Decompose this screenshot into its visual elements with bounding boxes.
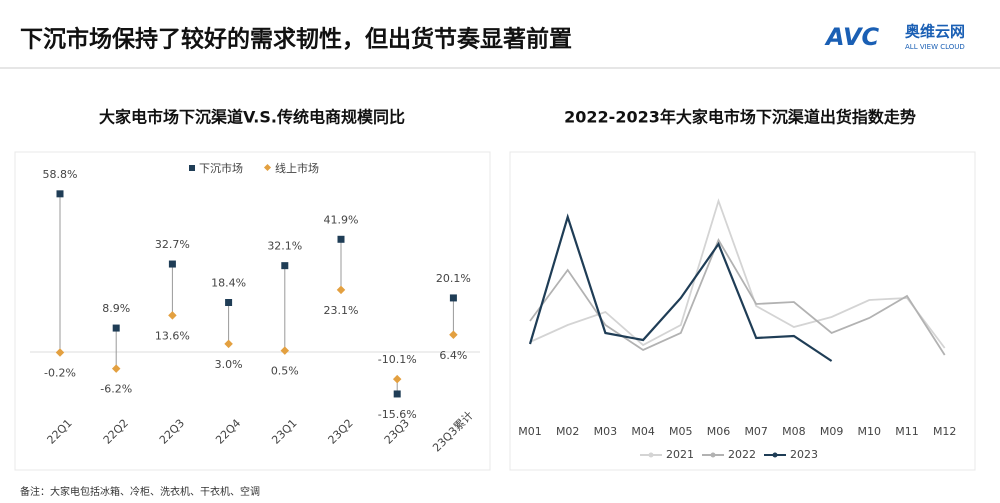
x-tick-label: 23Q1	[269, 417, 299, 447]
chart-title: 2022-2023年大家电市场下沉渠道出货指数走势	[564, 108, 916, 127]
dot	[392, 374, 402, 384]
dot	[336, 285, 346, 295]
x-tick-label: M04	[631, 425, 655, 438]
dot	[225, 299, 233, 307]
dot	[449, 294, 457, 302]
logo-name: 奥维云网	[905, 23, 965, 41]
dot	[55, 348, 65, 357]
legend-label: 2023	[790, 448, 818, 461]
x-tick-label: M06	[707, 425, 731, 438]
dot	[224, 339, 233, 349]
legend-label: 2021	[666, 448, 694, 461]
x-tick-label: M01	[518, 425, 542, 438]
data-label: 32.7%	[155, 238, 190, 251]
data-label: 18.4%	[211, 277, 246, 290]
dot	[168, 311, 177, 320]
x-tick-label: M12	[933, 425, 957, 438]
footnote: 备注：大家电包括冰箱、冷柜、洗衣机、干衣机、空调	[20, 485, 260, 498]
x-tick-label: 22Q4	[213, 417, 243, 447]
x-tick-label: 22Q3	[157, 417, 187, 447]
legend-swatch	[189, 165, 195, 171]
x-tick-label: 22Q1	[45, 417, 75, 447]
legend-swatch	[648, 452, 654, 458]
dot	[280, 346, 290, 355]
x-tick-label: 22Q2	[101, 417, 131, 447]
data-label: 13.6%	[155, 329, 190, 342]
dot	[393, 390, 401, 398]
chart-title: 大家电市场下沉渠道V.S.传统电商规模同比	[99, 108, 405, 127]
data-label: 58.8%	[43, 168, 78, 181]
legend-swatch	[710, 452, 716, 458]
data-label: 41.9%	[324, 213, 359, 226]
dot	[56, 190, 64, 198]
legend-swatch	[263, 163, 272, 172]
dot	[281, 262, 289, 270]
logo-tagline: ALL VIEW CLOUD	[905, 43, 965, 51]
dot	[168, 260, 176, 268]
legend-swatch	[772, 452, 778, 458]
x-tick-label: 23Q3	[382, 417, 412, 447]
data-label: 6.4%	[439, 349, 467, 362]
data-label: -6.2%	[100, 383, 132, 396]
x-tick-label: 23Q2	[326, 417, 356, 447]
x-tick-label: M03	[594, 425, 618, 438]
x-tick-label: M02	[556, 425, 580, 438]
x-tick-label: M07	[744, 425, 768, 438]
dot	[111, 364, 121, 373]
series-line	[528, 213, 833, 362]
legend-label: 2022	[728, 448, 756, 461]
data-label: 32.1%	[267, 240, 302, 253]
x-tick-label: M09	[820, 425, 844, 438]
data-label: 20.1%	[436, 272, 471, 285]
data-label: -10.1%	[378, 353, 417, 366]
data-label: 8.9%	[102, 302, 130, 315]
logo-mark: AVC	[824, 23, 880, 51]
x-tick-label: 23Q3累计	[430, 409, 476, 455]
dot	[112, 324, 120, 332]
slide-title: 下沉市场保持了较好的需求韧性，但出货节奏显著前置	[20, 26, 572, 53]
series-line	[529, 198, 946, 349]
data-label: 23.1%	[324, 304, 359, 317]
panel	[14, 151, 491, 471]
x-tick-label: M11	[895, 425, 919, 438]
dot	[337, 235, 345, 243]
panel	[509, 151, 976, 471]
x-tick-label: M05	[669, 425, 693, 438]
data-label: -0.2%	[44, 367, 76, 380]
dot	[449, 330, 458, 340]
legend-label: 线上市场	[275, 161, 319, 175]
x-tick-label: M10	[858, 425, 882, 438]
x-tick-label: M08	[782, 425, 806, 438]
series-line	[529, 237, 946, 356]
data-label: -15.6%	[378, 408, 417, 421]
data-label: 0.5%	[271, 365, 299, 378]
legend-label: 下沉市场	[199, 161, 243, 175]
data-label: 3.0%	[215, 358, 243, 371]
